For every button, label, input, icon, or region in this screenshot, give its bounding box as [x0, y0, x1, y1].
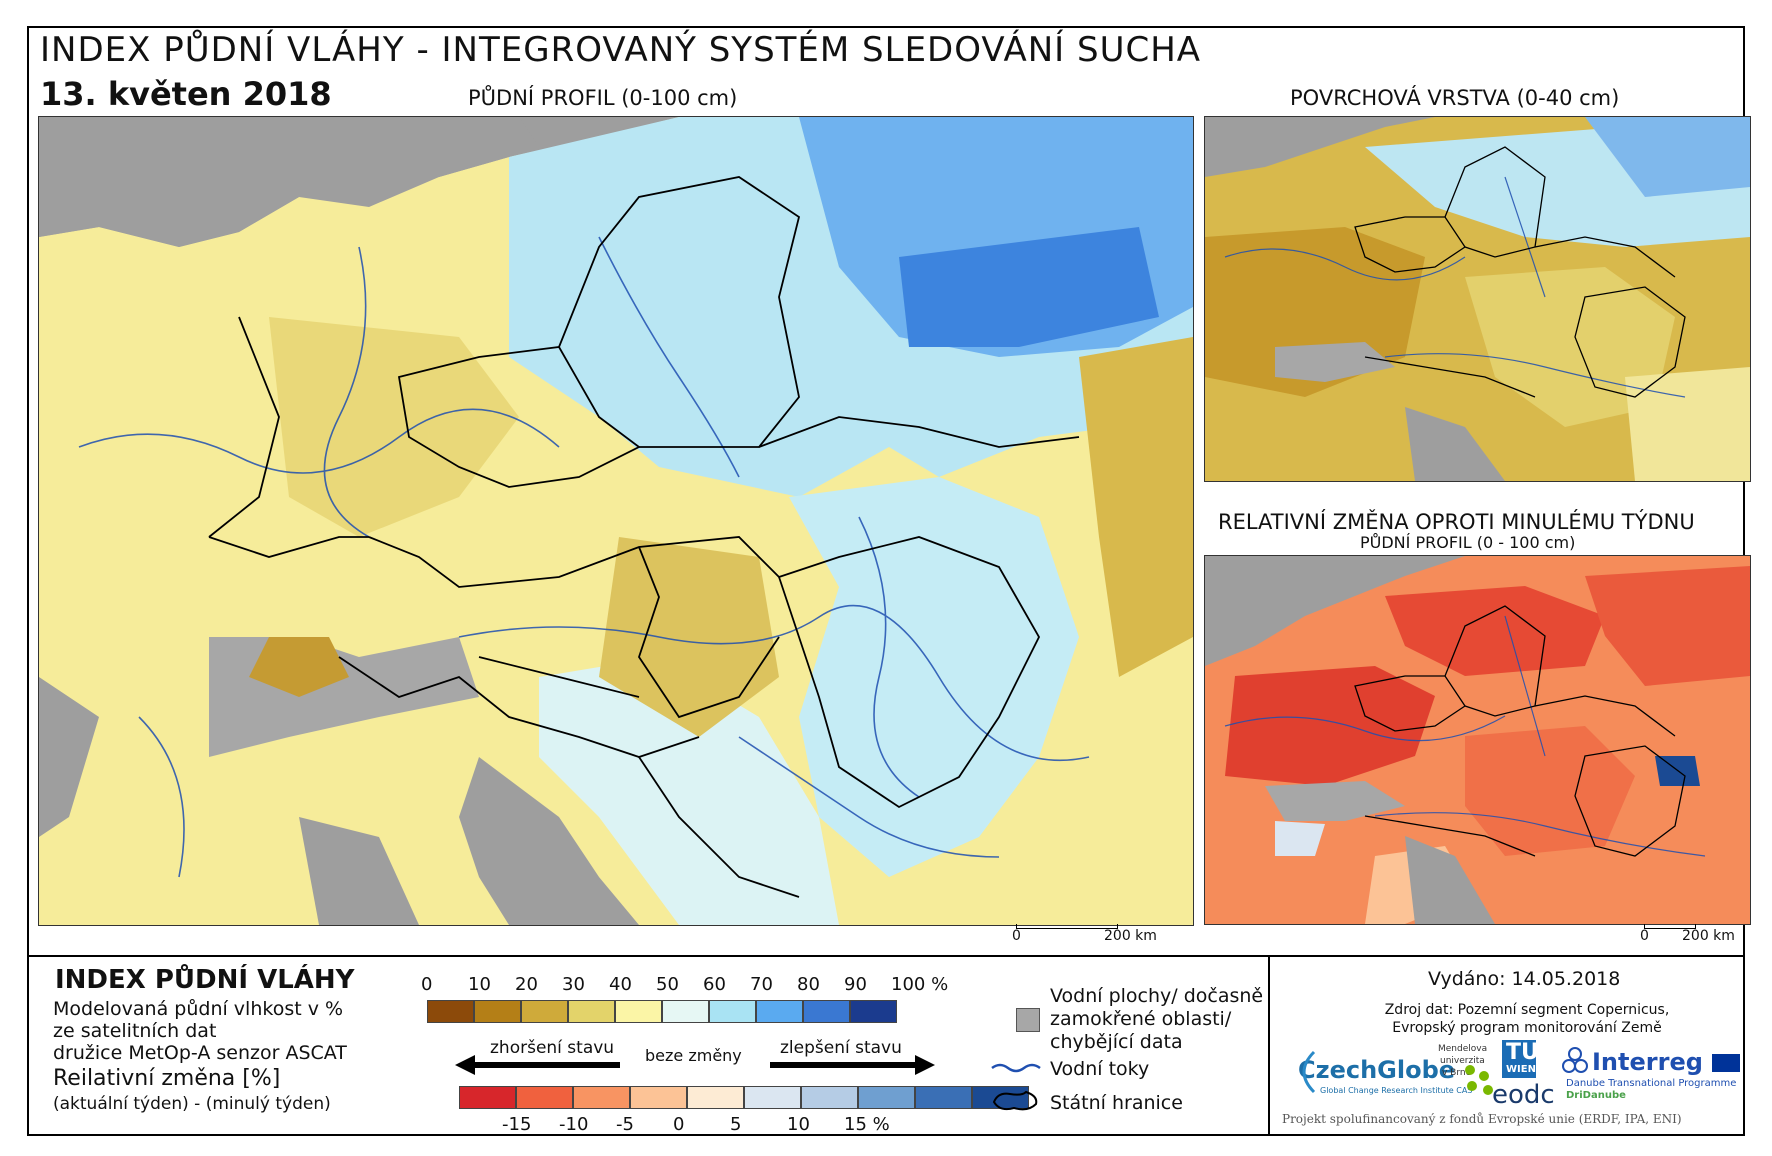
legend-separator — [1268, 955, 1270, 1136]
index-tick-label: 80 — [797, 974, 820, 995]
change-tick-label: -15 — [502, 1114, 532, 1135]
czechglobe-arc-icon — [1302, 1050, 1316, 1094]
surface-map-label: POVRCHOVÁ VRSTVA (0-40 cm) — [1290, 86, 1620, 110]
change-swatch-6 — [801, 1086, 858, 1109]
change-tick-label: 0 — [673, 1114, 685, 1135]
source-line-2: Evropský program monitorování Země — [1392, 1020, 1662, 1036]
index-tick-label: 40 — [609, 974, 632, 995]
index-swatch-0 — [427, 1000, 474, 1023]
main-map-label: PŮDNÍ PROFIL (0-100 cm) — [468, 86, 738, 110]
small-scale-bar — [1644, 924, 1696, 929]
change-tick-label: 15 % — [844, 1114, 890, 1135]
issued-label: Vydáno: 14.05.2018 — [1428, 968, 1621, 990]
change-swatch-2 — [573, 1086, 630, 1109]
index-tick-label: 100 % — [891, 974, 949, 995]
index-swatch-8 — [803, 1000, 850, 1023]
change-swatch-5 — [744, 1086, 801, 1109]
borders-label: Státní hranice — [1050, 1092, 1183, 1114]
change-tick-label: -10 — [559, 1114, 589, 1135]
surface-layer-map — [1204, 116, 1751, 482]
mendel-line-2: univerzita — [1440, 1056, 1485, 1066]
index-swatch-4 — [615, 1000, 662, 1023]
index-swatch-2 — [521, 1000, 568, 1023]
index-tick-label: 10 — [468, 974, 491, 995]
change-map-label: RELATIVNÍ ZMĚNA OPROTI MINULÉMU TÝDNU — [1218, 510, 1695, 534]
change-swatch-0 — [459, 1086, 516, 1109]
legend-divider — [27, 955, 1745, 957]
change-swatch-7 — [858, 1086, 915, 1109]
water-label-1: Vodní plochy/ dočasně — [1050, 985, 1264, 1007]
change-legend-title: Reilativní změna [%] — [53, 1066, 281, 1091]
main-scale-zero: 0 — [1012, 928, 1021, 944]
eu-flag-icon — [1712, 1054, 1740, 1072]
index-swatch-9 — [850, 1000, 897, 1023]
small-scale-zero: 0 — [1640, 928, 1649, 944]
change-legend-desc: (aktuální týden) - (minulý týden) — [53, 1094, 331, 1114]
change-arrows — [455, 1055, 935, 1075]
dridanube-label: DriDanube — [1566, 1090, 1626, 1101]
index-swatch-6 — [709, 1000, 756, 1023]
mendel-dots-icon — [1465, 1065, 1493, 1095]
small-scale-end: 200 km — [1682, 928, 1735, 944]
change-tick-label: 10 — [787, 1114, 810, 1135]
main-soil-moisture-map — [38, 116, 1194, 926]
index-tick-label: 90 — [844, 974, 867, 995]
better-arrow — [770, 1055, 935, 1075]
change-swatch-3 — [630, 1086, 687, 1109]
main-scale-bar — [1016, 924, 1118, 929]
tu-wien-subtext: WIEN — [1506, 1064, 1536, 1075]
legend-desc-line2: ze satelitních dat — [53, 1020, 217, 1042]
source-line-1: Zdroj dat: Pozemní segment Copernicus, — [1384, 1002, 1670, 1018]
index-tick-label: 20 — [515, 974, 538, 995]
main-scale-end: 200 km — [1104, 928, 1157, 944]
legend-desc-line3: družice MetOp-A senzor ASCAT — [53, 1042, 347, 1064]
better-label: zlepšení stavu — [780, 1038, 902, 1058]
index-tick-label: 0 — [421, 974, 433, 995]
tu-wien-logo — [1502, 1040, 1536, 1078]
change-swatch-4 — [687, 1086, 744, 1109]
index-tick-label: 50 — [656, 974, 679, 995]
interreg-subtitle: Danube Transnational Programme — [1566, 1078, 1737, 1089]
worse-label: zhoršení stavu — [490, 1038, 615, 1058]
rivers-label: Vodní toky — [1050, 1058, 1150, 1080]
czechglobe-subtitle: Global Change Research Institute CAS — [1320, 1086, 1473, 1095]
page-title: INDEX PŮDNÍ VLÁHY - INTEGROVANÝ SYSTÉM S… — [40, 30, 1202, 70]
index-swatch-1 — [474, 1000, 521, 1023]
river-icon — [991, 1063, 1041, 1073]
water-label-3: chybějící data — [1050, 1031, 1183, 1053]
index-tick-label: 70 — [750, 974, 773, 995]
interreg-logo: Interreg — [1592, 1048, 1703, 1076]
index-tick-label: 60 — [703, 974, 726, 995]
change-tick-label: -5 — [616, 1114, 634, 1135]
nochange-label: beze změny — [645, 1046, 742, 1065]
index-swatch-5 — [662, 1000, 709, 1023]
legend-title: INDEX PŮDNÍ VLÁHY — [55, 965, 355, 995]
date-label: 13. květen 2018 — [40, 75, 332, 113]
worse-arrow — [455, 1055, 620, 1075]
czechglobe-logo: CzechGlobe — [1298, 1056, 1456, 1084]
mendel-line-3: v Brně — [1442, 1068, 1472, 1078]
eodc-logo: eodc — [1492, 1080, 1555, 1110]
border-icon — [992, 1090, 1038, 1111]
funding-footer: Projekt spolufinancovaný z fondů Evropsk… — [1282, 1112, 1682, 1126]
change-tick-label: 5 — [730, 1114, 742, 1135]
index-swatch-3 — [568, 1000, 615, 1023]
index-swatch-7 — [756, 1000, 803, 1023]
interreg-emblem-icon — [1562, 1047, 1588, 1073]
relative-change-map — [1204, 555, 1751, 925]
mendel-line-1: Mendelova — [1438, 1044, 1488, 1054]
change-map-sublabel: PŮDNÍ PROFIL (0 - 100 cm) — [1360, 533, 1576, 552]
tu-wien-text: TU — [1506, 1040, 1539, 1065]
change-swatch-1 — [516, 1086, 573, 1109]
legend-desc-line1: Modelovaná půdní vlhkost v % — [53, 998, 344, 1020]
change-swatch-8 — [915, 1086, 972, 1109]
water-label-2: zamokřené oblasti/ — [1050, 1008, 1232, 1030]
water-gray-swatch — [1016, 1008, 1040, 1032]
index-tick-label: 30 — [562, 974, 585, 995]
